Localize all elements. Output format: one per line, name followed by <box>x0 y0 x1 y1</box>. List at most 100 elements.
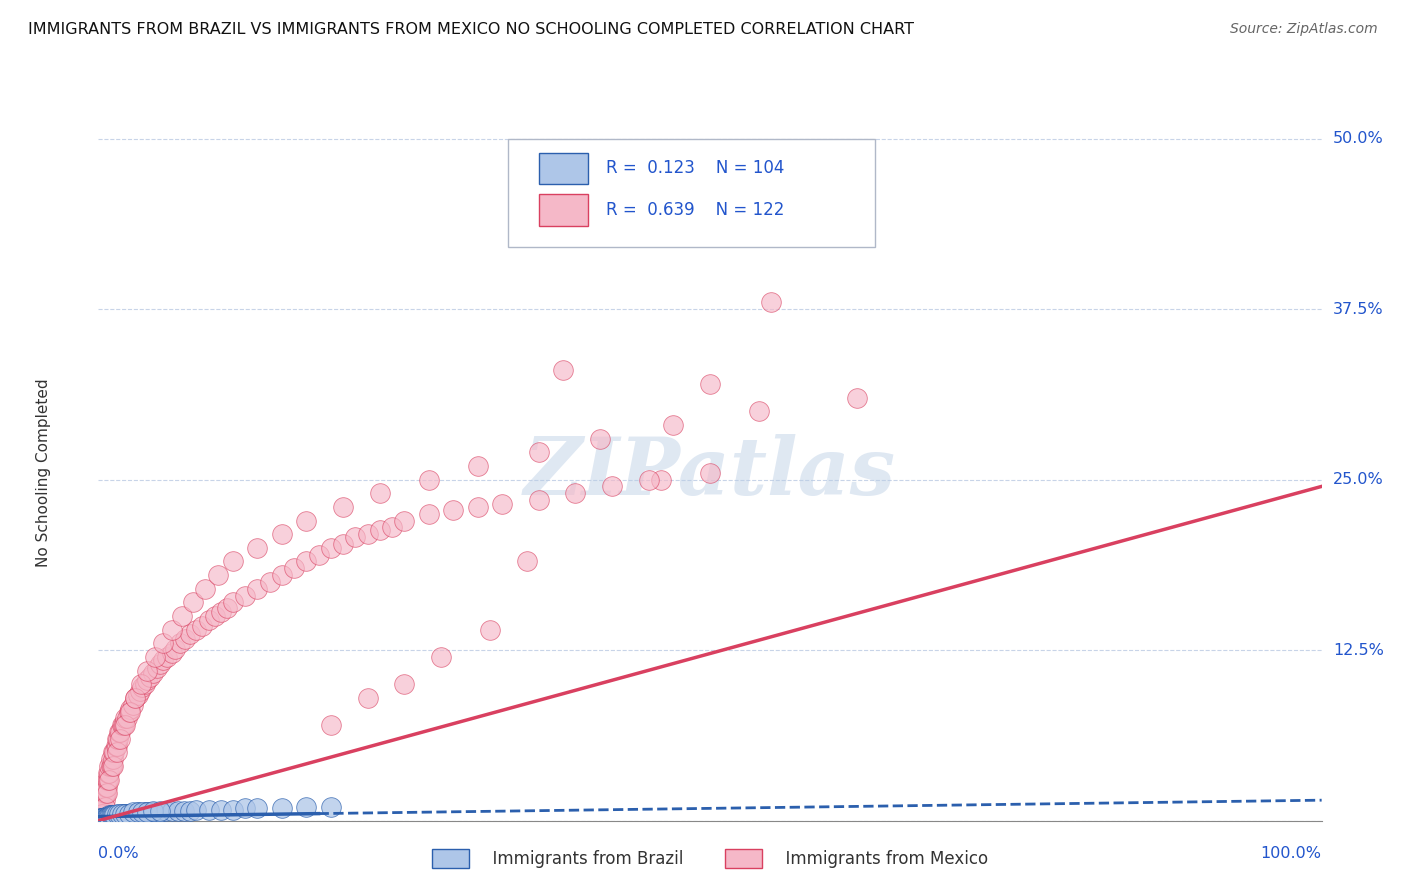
Point <box>179 626 201 640</box>
Point <box>90 814 112 828</box>
Point <box>139 670 162 684</box>
Point <box>98 759 121 773</box>
Point <box>197 613 219 627</box>
Point <box>127 688 149 702</box>
Point <box>96 786 118 800</box>
Point <box>93 800 115 814</box>
Point <box>233 801 256 815</box>
Point <box>89 811 111 825</box>
Point <box>89 814 111 828</box>
Point <box>699 377 721 392</box>
Point <box>179 804 201 818</box>
Point <box>344 530 367 544</box>
Point <box>104 809 127 823</box>
Point <box>91 811 114 825</box>
Point <box>94 811 117 825</box>
Point <box>165 641 187 656</box>
Point <box>356 690 378 705</box>
Point <box>112 806 135 821</box>
Point <box>114 806 136 821</box>
Point <box>93 811 115 825</box>
Point <box>173 804 195 818</box>
Point <box>103 808 125 822</box>
Point <box>209 605 232 619</box>
Point <box>105 806 128 821</box>
Point <box>332 537 354 551</box>
Point <box>129 684 152 698</box>
FancyBboxPatch shape <box>538 153 588 184</box>
Point <box>97 809 120 823</box>
Point <box>93 786 115 800</box>
Point <box>120 705 142 719</box>
Point <box>392 677 416 691</box>
Point <box>101 808 124 822</box>
Point <box>110 725 132 739</box>
Point <box>101 808 124 822</box>
Point <box>246 801 269 815</box>
Point <box>108 725 131 739</box>
Point <box>100 808 122 822</box>
Point <box>121 805 143 820</box>
Point <box>186 803 208 817</box>
Point <box>564 486 586 500</box>
Point <box>131 680 153 694</box>
Point <box>207 568 229 582</box>
Point <box>589 432 612 446</box>
Point <box>527 445 550 459</box>
Point <box>418 507 440 521</box>
Point <box>101 809 124 823</box>
Text: 100.0%: 100.0% <box>1261 846 1322 861</box>
Point <box>142 804 165 818</box>
Point <box>94 780 117 794</box>
Point <box>143 649 166 664</box>
Point <box>90 814 112 828</box>
Point <box>761 295 783 310</box>
Point <box>131 805 153 820</box>
Point <box>111 806 134 821</box>
Point <box>96 809 118 823</box>
Point <box>209 803 232 817</box>
Point <box>491 497 513 511</box>
Point <box>93 809 115 823</box>
Point <box>160 804 183 818</box>
Point <box>90 811 112 825</box>
Point <box>129 677 152 691</box>
Text: 50.0%: 50.0% <box>1333 131 1384 146</box>
Point <box>124 690 146 705</box>
Point <box>319 800 342 814</box>
Point <box>430 649 453 664</box>
Point <box>90 812 112 826</box>
Point <box>142 666 165 681</box>
Point <box>478 623 501 637</box>
Point <box>124 690 146 705</box>
Point <box>215 600 238 615</box>
Point <box>105 808 128 822</box>
Point <box>100 809 122 823</box>
Point <box>270 568 294 582</box>
Text: R =  0.639    N = 122: R = 0.639 N = 122 <box>606 201 785 219</box>
Point <box>90 812 112 826</box>
Point <box>103 809 125 823</box>
Point <box>156 649 179 664</box>
Point <box>270 527 294 541</box>
Point <box>246 541 269 555</box>
Point <box>204 609 226 624</box>
Point <box>295 514 318 528</box>
Point <box>259 574 281 589</box>
Point <box>97 809 120 823</box>
Point <box>110 808 132 822</box>
Point <box>104 808 127 822</box>
Point <box>167 804 190 818</box>
Point <box>112 718 135 732</box>
Point <box>155 804 177 818</box>
Point <box>174 632 197 647</box>
Point <box>111 718 134 732</box>
Point <box>246 582 269 596</box>
Point <box>160 646 183 660</box>
Point <box>96 811 118 825</box>
Point <box>319 718 342 732</box>
Point <box>127 805 149 820</box>
Point <box>170 609 193 624</box>
Point <box>319 541 342 555</box>
Point <box>98 809 121 823</box>
